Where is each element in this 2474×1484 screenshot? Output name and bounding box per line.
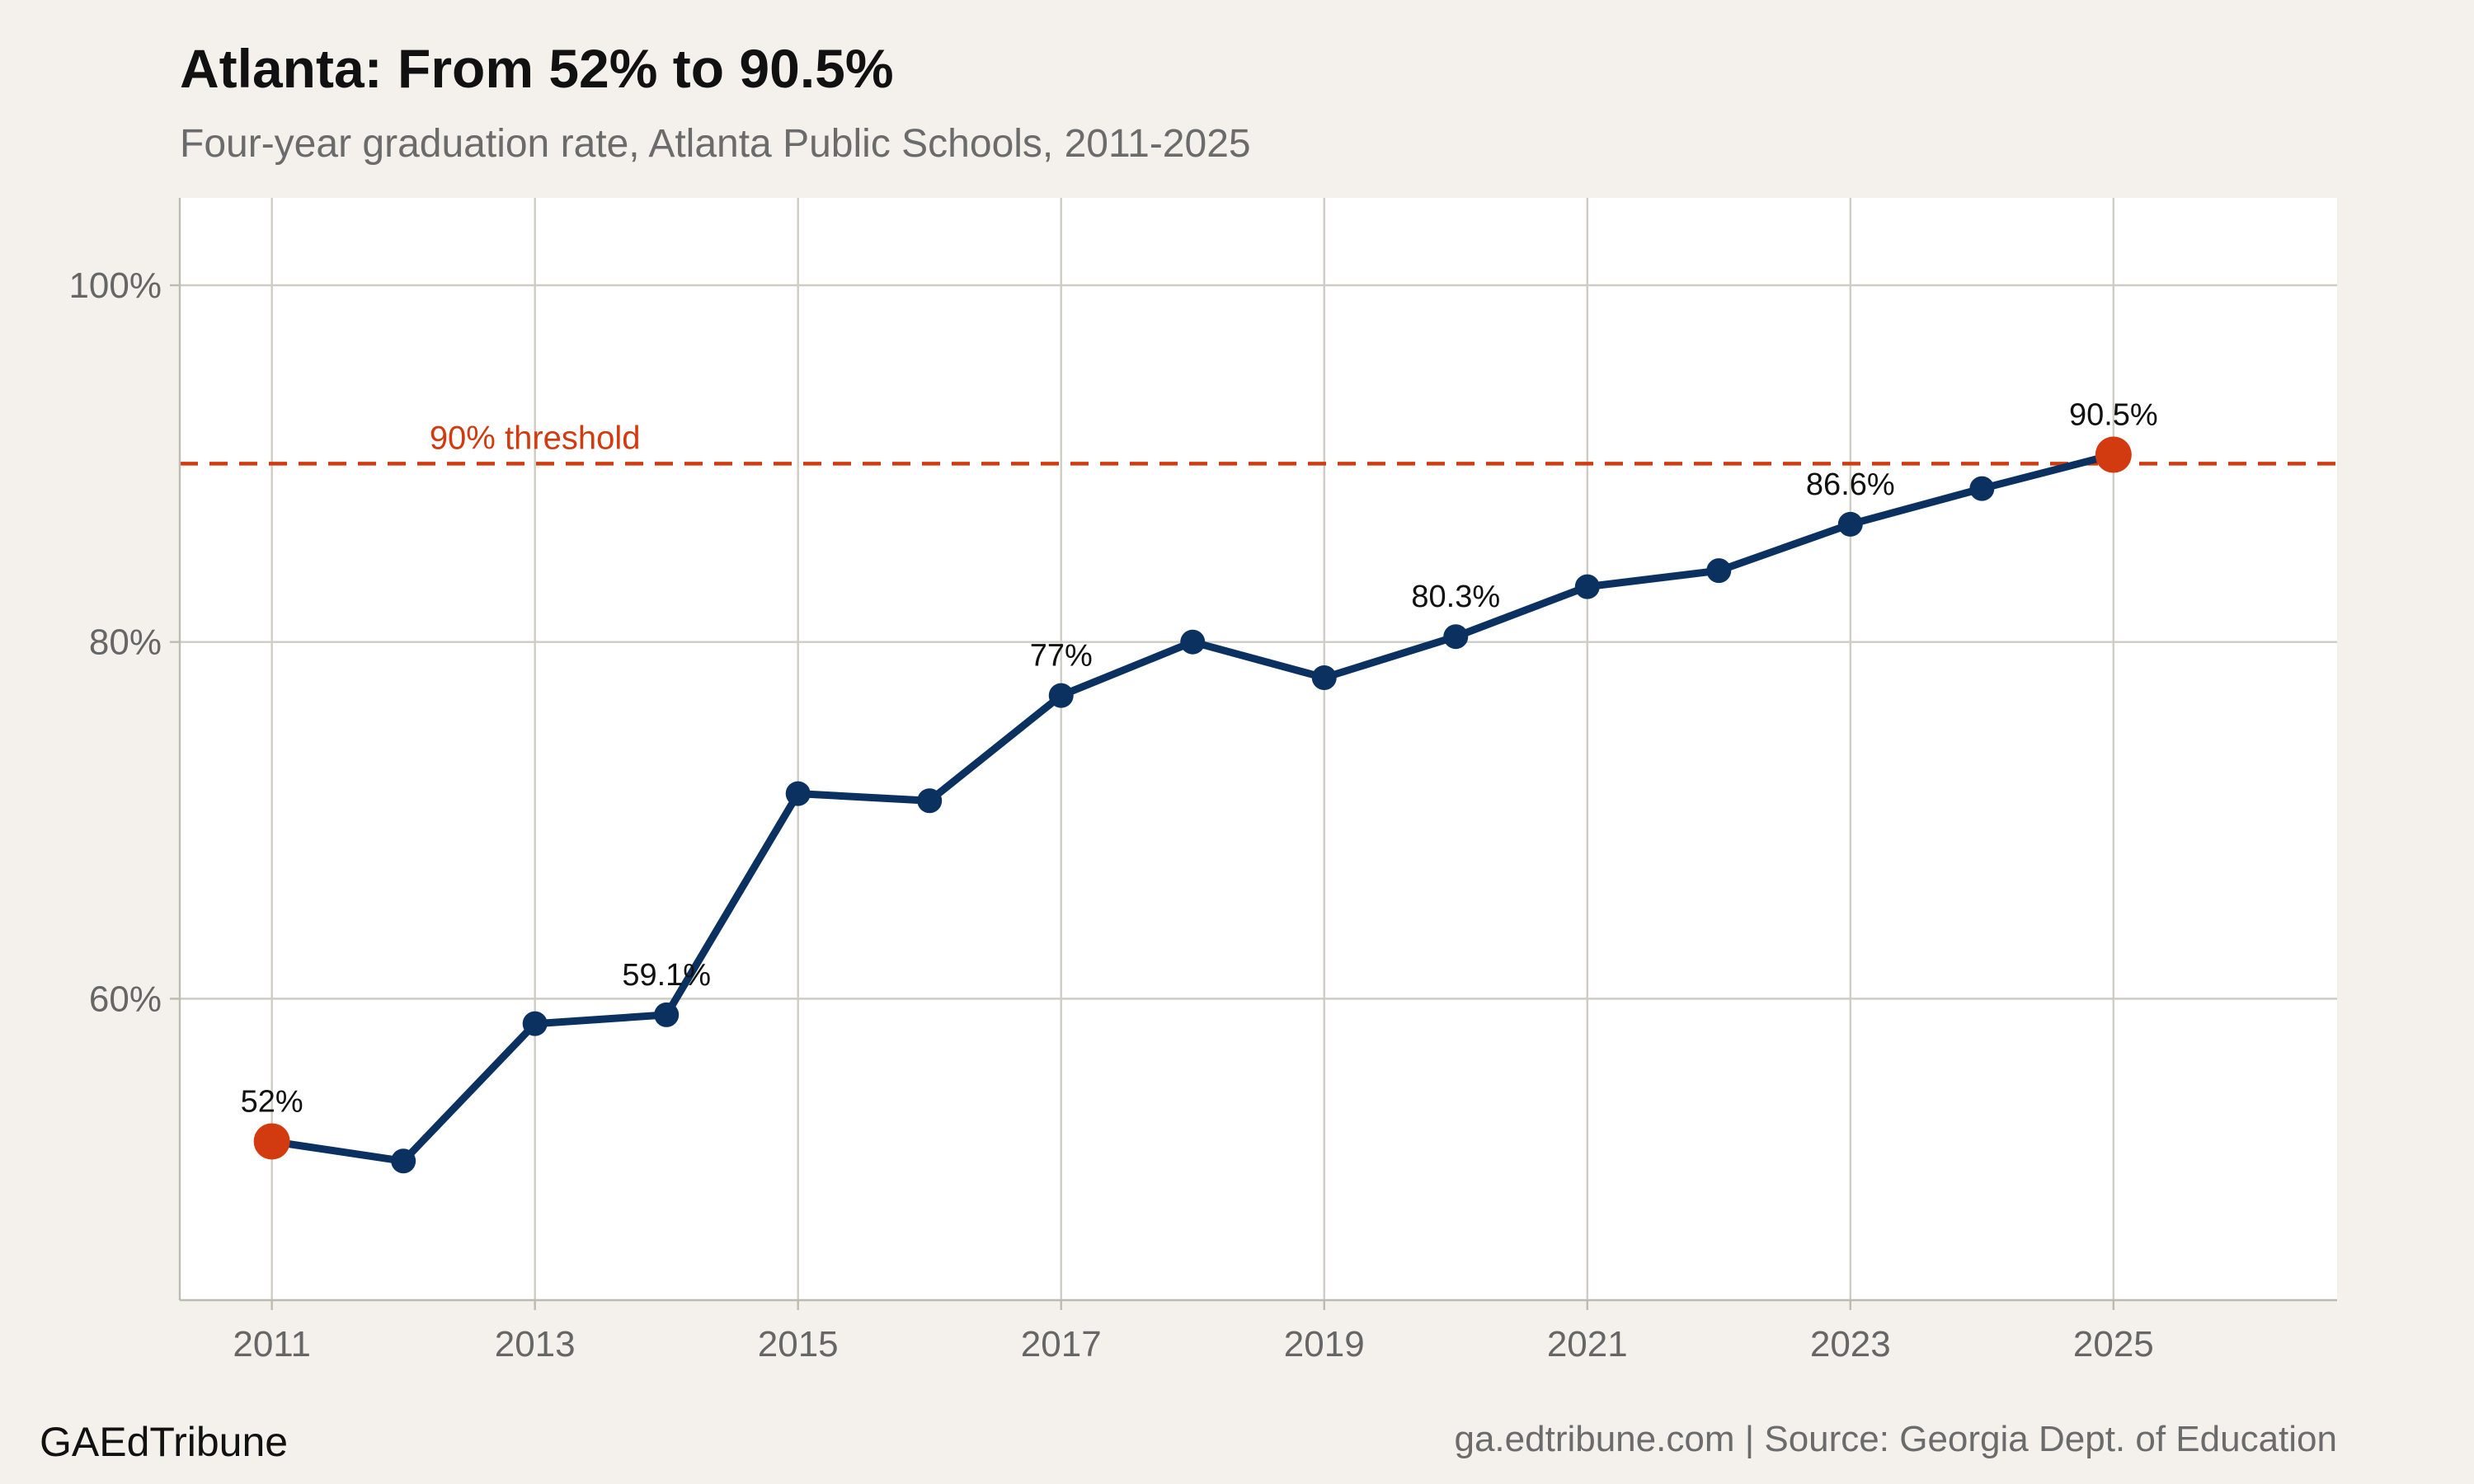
data-point xyxy=(785,781,811,806)
x-tick-label: 2015 xyxy=(758,1324,839,1364)
data-label: 80.3% xyxy=(1411,580,1500,614)
grid-lines xyxy=(180,198,2337,1300)
highlight-point xyxy=(253,1123,290,1160)
highlight-point xyxy=(2095,436,2132,473)
data-label: 86.6% xyxy=(1806,467,1895,502)
data-point xyxy=(391,1148,416,1174)
data-labels: 52% 59.1% 77% 80.3% 86.6% 90.5% xyxy=(241,398,2158,1120)
plot-panel xyxy=(180,198,2337,1300)
data-label: 52% xyxy=(241,1084,303,1119)
data-point xyxy=(1969,476,1995,501)
data-label: 90.5% xyxy=(2069,398,2158,433)
chart-title: Atlanta: From 52% to 90.5% xyxy=(180,38,894,99)
data-point xyxy=(1048,683,1074,708)
data-point xyxy=(917,788,943,814)
x-tick-label: 2017 xyxy=(1021,1324,1102,1364)
y-tick-label: 80% xyxy=(89,622,162,663)
data-label: 77% xyxy=(1030,639,1093,674)
data-point xyxy=(522,1011,548,1036)
series-layer xyxy=(253,436,2132,1174)
data-point xyxy=(1311,665,1337,690)
data-point xyxy=(1180,629,1206,655)
threshold-label: 90% threshold xyxy=(430,420,641,456)
footer-brand: GAEdTribune xyxy=(40,1419,288,1465)
data-point xyxy=(1574,574,1600,599)
data-label: 59.1% xyxy=(622,958,711,993)
x-tick-label: 2021 xyxy=(1547,1324,1628,1364)
x-tick-label: 2011 xyxy=(233,1324,311,1364)
threshold: 90% threshold xyxy=(180,420,2337,466)
x-tick-label: 2019 xyxy=(1284,1324,1365,1364)
x-tick-label: 2025 xyxy=(2073,1324,2154,1364)
footer-source: ga.edtribune.com | Source: Georgia Dept.… xyxy=(1454,1419,2337,1459)
x-tick-label: 2023 xyxy=(1810,1324,1891,1364)
x-tick-label: 2013 xyxy=(495,1324,576,1364)
data-point xyxy=(1443,624,1469,650)
axes: 2011 2013 2015 2017 2019 2021 2023 2025 60% 80% 10… xyxy=(68,198,2337,1364)
chart-subtitle: Four-year graduation rate, Atlanta Publi… xyxy=(180,122,1251,166)
data-point xyxy=(654,1002,680,1027)
y-tick-label: 100% xyxy=(68,265,162,306)
data-point xyxy=(1706,558,1732,584)
y-tick-label: 60% xyxy=(89,979,162,1019)
data-point xyxy=(1837,511,1863,537)
